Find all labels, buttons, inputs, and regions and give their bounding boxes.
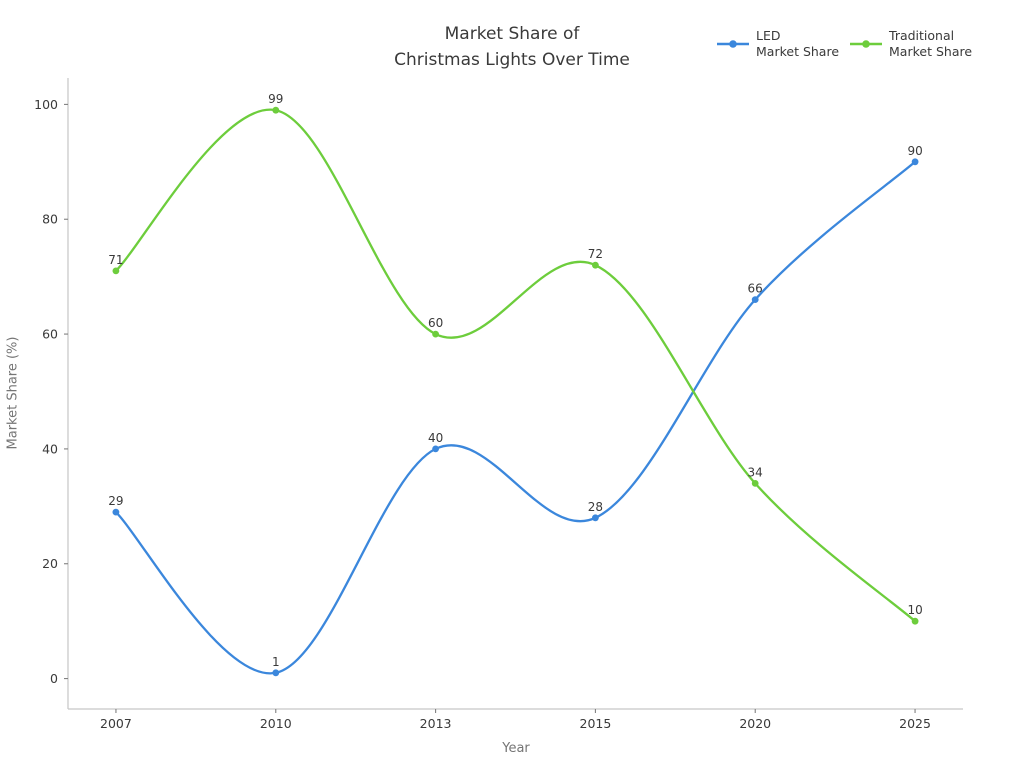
point-label-traditional: 60	[428, 316, 443, 330]
data-point-led	[272, 669, 280, 677]
point-label-traditional: 72	[588, 247, 603, 261]
data-point-led	[112, 508, 120, 516]
chart-title-line1: Market Share of	[444, 24, 580, 44]
legend-label-led-line1: LED	[756, 28, 781, 43]
x-tick-label: 2010	[260, 716, 292, 731]
data-point-traditional	[432, 330, 439, 338]
y-tick-label: 40	[42, 441, 58, 456]
line-series-led	[114, 160, 917, 675]
chart-title-line2: Christmas Lights Over Time	[394, 50, 630, 70]
point-label-led: 40	[428, 431, 443, 445]
data-point-traditional	[911, 617, 919, 625]
y-tick-label: 20	[42, 556, 58, 571]
led-line-marker-icon	[717, 40, 749, 48]
legend-item-led: LED Market Share	[716, 28, 839, 60]
x-tick-label: 2015	[580, 716, 612, 731]
y-tick-label: 0	[50, 671, 58, 686]
point-label-led: 90	[907, 144, 922, 158]
chart-title: Market Share of Christmas Lights Over Ti…	[0, 21, 1024, 73]
y-tick-label: 80	[42, 212, 58, 227]
y-tick-label: 100	[34, 97, 58, 112]
legend-label-traditional-line2: Market Share	[889, 44, 973, 59]
data-point-traditional	[112, 267, 120, 275]
data-point-led	[432, 445, 439, 453]
data-point-led	[751, 296, 759, 303]
legend: LED Market Share Traditional Market Shar…	[716, 28, 972, 60]
legend-label-traditional-line1: Traditional	[889, 28, 955, 43]
x-tick-label: 2007	[100, 716, 132, 731]
point-label-led: 66	[748, 282, 763, 296]
point-label-traditional: 99	[268, 92, 283, 106]
y-axis-label: Market Share (%)	[5, 336, 21, 450]
legend-label-led-line2: Market Share	[756, 44, 840, 59]
x-tick-label: 2013	[420, 716, 452, 731]
y-tick-label: 60	[42, 326, 58, 341]
point-label-traditional: 10	[907, 603, 922, 617]
x-tick-label: 2020	[739, 716, 771, 731]
data-point-led	[911, 158, 919, 166]
point-label-led: 1	[272, 655, 280, 669]
data-point-traditional	[272, 106, 280, 114]
point-label-traditional: 34	[748, 465, 763, 479]
point-label-led: 29	[108, 494, 123, 508]
data-point-traditional	[592, 261, 599, 269]
legend-item-traditional: Traditional Market Share	[849, 28, 972, 60]
data-point-traditional	[751, 480, 759, 487]
point-label-led: 28	[588, 500, 603, 514]
point-label-traditional: 71	[108, 253, 123, 267]
data-point-led	[592, 514, 599, 522]
x-axis-label: Year	[502, 741, 530, 756]
line-series-traditional	[114, 108, 917, 623]
traditional-line-marker-icon	[850, 40, 883, 48]
x-tick-label: 2025	[899, 716, 931, 731]
